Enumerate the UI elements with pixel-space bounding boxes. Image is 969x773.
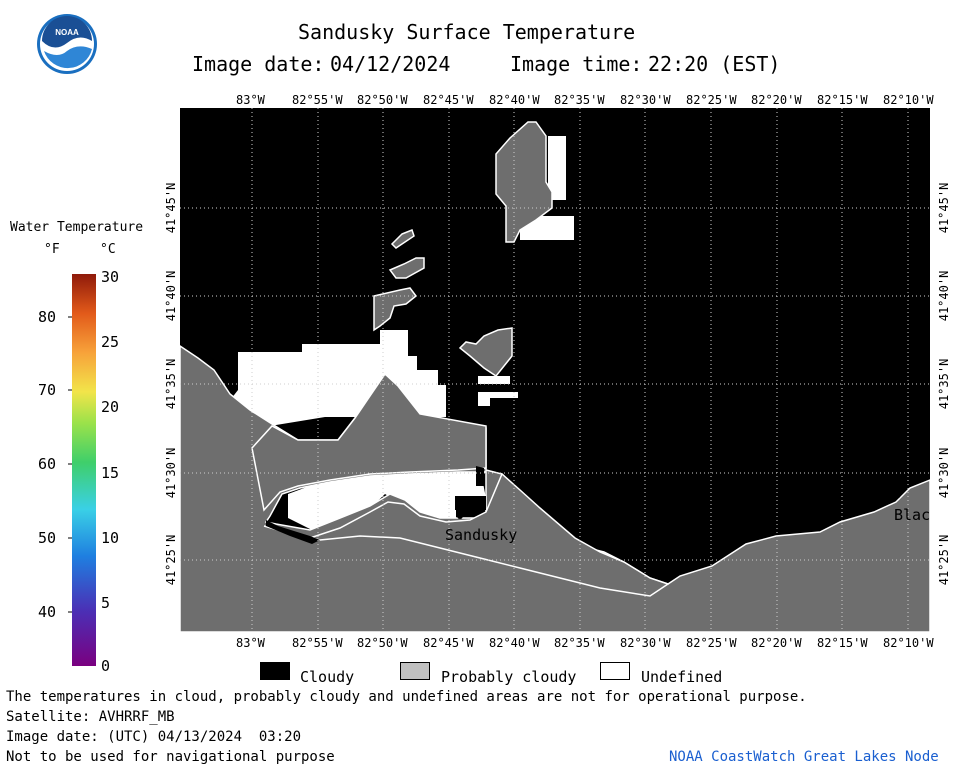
lon-label-bottom: 82°45'W xyxy=(423,636,474,650)
lon-label-top: 82°45'W xyxy=(423,93,474,107)
c-tick: 5 xyxy=(101,594,111,612)
lon-label-bottom: 82°40'W xyxy=(489,636,540,650)
footer-disclaimer: The temperatures in cloud, probably clou… xyxy=(6,689,807,705)
legend-swatch-undefined xyxy=(600,662,630,680)
c-tick: 30 xyxy=(101,268,120,286)
lon-label-top: 82°10'W xyxy=(883,93,934,107)
lat-label-right: 41°35'N xyxy=(937,359,951,410)
footer-credit: NOAA CoastWatch Great Lakes Node xyxy=(669,749,939,765)
lon-label-bottom: 82°30'W xyxy=(620,636,671,650)
lon-label-top: 82°50'W xyxy=(357,93,408,107)
colorbar xyxy=(68,270,96,672)
footer-utc-date: Image date: (UTC) 04/13/2024 03:20 xyxy=(6,729,302,745)
land-strip xyxy=(263,472,670,597)
blac-label: Blac xyxy=(894,506,930,524)
lat-labels-right: 41°45'N 41°40'N 41°35'N 41°30'N 41°25'N xyxy=(932,108,954,632)
sandusky-label: Sandusky xyxy=(445,526,517,544)
lon-label-top: 82°30'W xyxy=(620,93,671,107)
sandusky-marker xyxy=(457,513,463,519)
noaa-logo-text: NOAA xyxy=(55,28,79,37)
unit-f: °F xyxy=(44,242,60,257)
blac-marker xyxy=(891,489,901,499)
lon-label-bottom: 82°35'W xyxy=(554,636,605,650)
lon-label-top: 82°35'W xyxy=(554,93,605,107)
colorbar-gradient xyxy=(72,274,96,666)
cloudy-patch-3 xyxy=(476,466,484,486)
image-time-value: 22:20 (EST) xyxy=(648,52,781,76)
lon-label-bottom: 82°55'W xyxy=(292,636,343,650)
lat-label-left: 41°40'N xyxy=(164,271,178,322)
c-tick: 0 xyxy=(101,657,111,675)
map-title: Sandusky Surface Temperature xyxy=(298,20,636,44)
lat-label-right: 41°30'N xyxy=(937,448,951,499)
image-date-label: Image date: xyxy=(192,52,325,76)
legend-label-cloudy: Cloudy xyxy=(300,668,355,686)
noaa-logo: NOAA xyxy=(36,13,98,75)
colorbar-ticks xyxy=(68,316,72,613)
lon-label-bottom: 82°25'W xyxy=(686,636,737,650)
c-tick: 25 xyxy=(101,333,120,351)
image-time-label: Image time: xyxy=(510,52,643,76)
lon-label-bottom: 82°10'W xyxy=(883,636,934,650)
lon-label-top: 82°20'W xyxy=(751,93,802,107)
colorbar-title: Water Temperature xyxy=(10,220,144,235)
lon-label-bottom: 82°15'W xyxy=(817,636,868,650)
c-tick: 15 xyxy=(101,464,120,482)
lon-label-bottom: 82°50'W xyxy=(357,636,408,650)
lat-label-right: 41°25'N xyxy=(937,535,951,586)
probably-cloudy-island-3 xyxy=(373,287,418,332)
lon-label-top: 82°55'W xyxy=(292,93,343,107)
probably-cloudy-island-4 xyxy=(458,327,513,378)
undefined-area-bar-2 xyxy=(478,392,518,406)
undefined-area-north xyxy=(548,136,566,200)
f-tick: 80 xyxy=(38,308,57,326)
footer-nav-warning: Not to be used for navigational purpose xyxy=(6,749,335,765)
lat-label-left: 41°25'N xyxy=(164,535,178,586)
probably-cloudy-island-1 xyxy=(390,229,415,249)
lon-label-top: 82°25'W xyxy=(686,93,737,107)
probably-cloudy-island-2 xyxy=(388,257,425,279)
legend-label-undefined: Undefined xyxy=(641,668,723,686)
unit-c: °C xyxy=(100,242,116,257)
probably-cloudy-peninsula xyxy=(251,372,487,512)
graticule xyxy=(180,108,930,632)
f-tick: 60 xyxy=(38,455,57,473)
undefined-area-bar-1 xyxy=(478,376,510,384)
lon-label-bottom: 82°20'W xyxy=(751,636,802,650)
cloudy-patch-2 xyxy=(455,496,486,510)
f-tick: 40 xyxy=(38,603,57,621)
lat-label-left: 41°30'N xyxy=(164,448,178,499)
lat-label-left: 41°35'N xyxy=(164,359,178,410)
cloudy-patch-1 xyxy=(266,520,320,544)
lon-label-bottom: 83°W xyxy=(236,636,265,650)
c-tick: 20 xyxy=(101,398,120,416)
c-tick: 10 xyxy=(101,529,120,547)
lat-label-right: 41°45'N xyxy=(937,183,951,234)
lat-label-right: 41°40'N xyxy=(937,271,951,322)
legend-label-probably-cloudy: Probably cloudy xyxy=(441,668,577,686)
f-tick: 70 xyxy=(38,381,57,399)
lon-label-top: 83°W xyxy=(236,93,265,107)
legend-swatch-probably-cloudy xyxy=(400,662,430,680)
image-date-value: 04/12/2024 xyxy=(330,52,451,76)
legend-swatch-cloudy xyxy=(260,662,290,680)
lat-label-left: 41°45'N xyxy=(164,183,178,234)
footer-satellite: Satellite: AVHRRF_MB xyxy=(6,709,175,725)
f-tick: 50 xyxy=(38,529,57,547)
probably-cloudy-island-north xyxy=(495,121,553,243)
lon-label-top: 82°15'W xyxy=(817,93,868,107)
map-panel: Sandusky Blac xyxy=(180,108,930,632)
lon-label-top: 82°40'W xyxy=(489,93,540,107)
lat-labels-left: 41°45'N 41°40'N 41°35'N 41°30'N 41°25'N xyxy=(158,108,180,632)
